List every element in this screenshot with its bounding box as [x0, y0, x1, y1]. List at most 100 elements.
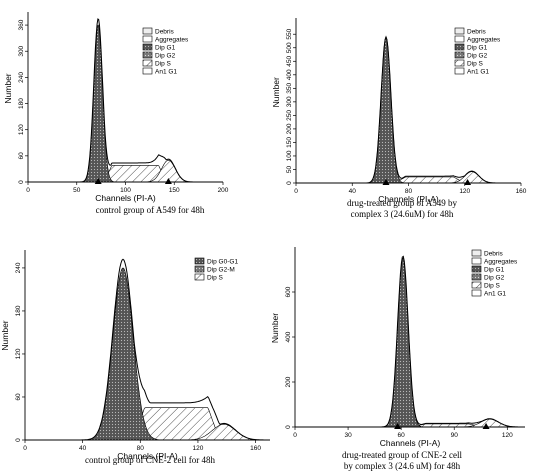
- legend-swatch: [454, 35, 465, 43]
- legend-entry: Dip G0-G1: [207, 259, 238, 266]
- y-tick-label: 300: [18, 45, 25, 56]
- legend-swatch: [142, 27, 153, 35]
- y-tick-label: 180: [15, 305, 22, 316]
- caption-p2: drug-treated group of A549 by complex 3 (…: [347, 198, 457, 219]
- legend-entry: Debris: [155, 29, 175, 36]
- y-tick-label: 60: [15, 393, 22, 401]
- x-tick-label: 30: [344, 432, 352, 439]
- peak-marker: [382, 179, 390, 185]
- legend-swatch: [194, 273, 205, 281]
- y-tick-label: 0: [285, 425, 292, 429]
- y-tick-label: 180: [18, 98, 25, 109]
- x-tick-label: 40: [79, 445, 87, 452]
- caption-p2-line: complex 3 (24.6uM) for 48h: [351, 209, 454, 219]
- y-tick-label: 100: [286, 150, 293, 161]
- legend-entry: Dip S: [155, 61, 172, 68]
- x-tick-label: 60: [398, 432, 406, 439]
- y-axis-label: Number: [271, 77, 281, 107]
- legend-entry: Debris: [484, 251, 504, 258]
- x-tick-label: 120: [193, 445, 204, 452]
- x-tick-label: 0: [293, 432, 297, 439]
- x-tick-label: 90: [451, 432, 459, 439]
- caption-p3: control group of CNE-2 cell for 48h: [85, 455, 215, 465]
- dip-s-area: [132, 407, 220, 441]
- legend-swatch: [142, 51, 153, 59]
- y-tick-label: 120: [18, 124, 25, 135]
- x-tick-label: 160: [250, 445, 261, 452]
- dip-g1-peak: [368, 36, 404, 184]
- y-axis-label: Number: [3, 73, 13, 103]
- x-tick-label: 120: [502, 432, 513, 439]
- legend-entry: Dip G1: [467, 45, 488, 52]
- y-axis-label: Number: [270, 313, 280, 343]
- legend-swatch: [454, 67, 465, 75]
- x-axis-label: Channels (PI-A): [380, 438, 441, 448]
- peak-marker: [394, 423, 402, 429]
- x-tick-label: 0: [26, 187, 30, 194]
- x-axis-label: Channels (PI-A): [378, 194, 439, 204]
- legend-swatch: [142, 59, 153, 67]
- peak-marker: [164, 178, 172, 184]
- legend-swatch: [454, 43, 465, 51]
- y-tick-label: 250: [286, 110, 293, 121]
- legend-swatch: [471, 281, 482, 289]
- y-tick-label: 550: [286, 28, 293, 39]
- legend-swatch: [194, 265, 205, 273]
- dip-g1-peak: [82, 24, 114, 183]
- y-tick-label: 240: [15, 262, 22, 273]
- legend-entry: An1 G1: [467, 69, 489, 76]
- legend-entry: Dip S: [484, 283, 501, 290]
- y-tick-label: 300: [286, 96, 293, 107]
- legend-entry: Aggregates: [484, 259, 518, 266]
- x-tick-label: 40: [349, 188, 357, 195]
- caption-p4-line: drug-treated group of CNE-2 cell: [342, 450, 462, 460]
- y-tick-label: 200: [286, 123, 293, 134]
- y-tick-label: 0: [18, 180, 25, 184]
- histogram-treated-cne2: 0 30 60 90 120 0 200 400 600 Channels (PI-A) Numbe…: [270, 247, 525, 448]
- legend-swatch: [142, 43, 153, 51]
- x-tick-label: 0: [23, 445, 27, 452]
- x-tick-label: 80: [405, 188, 413, 195]
- legend-entry: Dip S: [207, 275, 224, 282]
- legend-swatch: [471, 289, 482, 297]
- legend-swatch: [471, 249, 482, 257]
- total-histogram-line: [296, 35, 521, 184]
- legend-entry: Debris: [467, 29, 487, 36]
- legend-entry: An1 G1: [484, 291, 506, 298]
- total-histogram-line: [28, 18, 223, 183]
- legend-entry: Dip G2: [467, 53, 488, 60]
- x-tick-label: 160: [516, 188, 527, 195]
- legend-entry: Dip G1: [484, 267, 505, 274]
- x-tick-label: 120: [459, 188, 470, 195]
- legend-entry: Dip S: [467, 61, 484, 68]
- y-tick-label: 450: [286, 55, 293, 66]
- legend-entry: An1 G1: [155, 69, 177, 76]
- caption-p2-line: drug-treated group of A549 by: [347, 198, 457, 208]
- dip-g1-peak: [383, 257, 422, 428]
- legend-entry: Dip G2-M: [207, 267, 235, 274]
- legend-entry: Dip G2: [484, 275, 505, 282]
- x-tick-label: 100: [120, 187, 131, 194]
- y-tick-label: 120: [15, 348, 22, 359]
- x-tick-label: 150: [169, 187, 180, 194]
- y-tick-label: 600: [285, 286, 292, 297]
- histogram-treated-a549: 0 40 80 120 160 0 50 100 150 200 250 300 350 400 450 50…: [271, 18, 527, 204]
- x-axis-label: Channels (PI-A): [117, 451, 178, 461]
- y-axis-label: Number: [0, 320, 10, 350]
- caption-p4-line: by complex 3 (24.6 uM) for 48h: [344, 461, 461, 471]
- peak-marker: [482, 423, 490, 429]
- dip-s-area: [103, 165, 167, 183]
- legend-swatch: [142, 67, 153, 75]
- x-tick-label: 80: [137, 445, 145, 452]
- caption-p1: control group of A549 for 48h: [96, 205, 205, 215]
- legend-swatch: [142, 35, 153, 43]
- legend-entry: Dip G2: [155, 53, 176, 60]
- y-tick-label: 150: [286, 137, 293, 148]
- legend-entry: Aggregates: [467, 37, 501, 44]
- y-tick-label: 400: [285, 331, 292, 342]
- legend-swatch: [454, 59, 465, 67]
- y-tick-label: 240: [18, 72, 25, 83]
- legend-swatch: [471, 257, 482, 265]
- y-tick-label: 350: [286, 83, 293, 94]
